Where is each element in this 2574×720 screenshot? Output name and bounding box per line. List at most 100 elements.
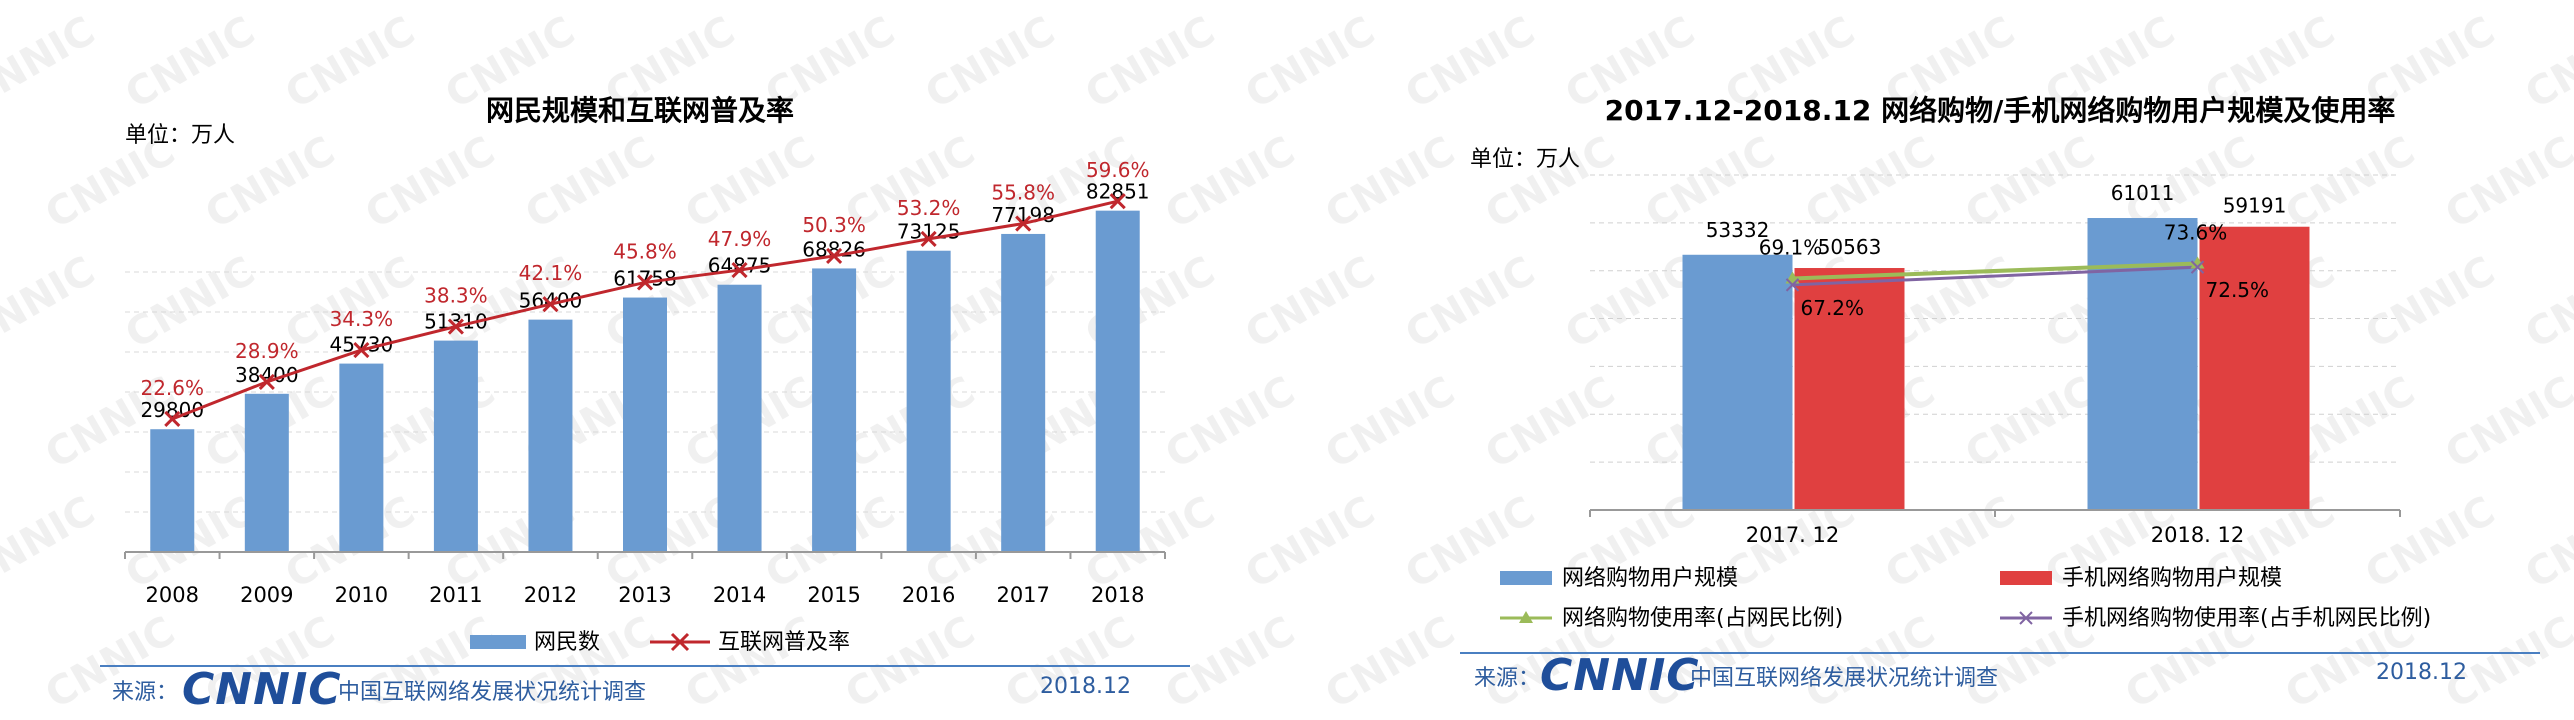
shopping-usage-line <box>1792 261 2198 281</box>
left-gridlines <box>125 271 1165 513</box>
watermark-logo: CNNIC <box>0 7 103 119</box>
left-legend-bar-swatch <box>470 635 526 649</box>
bar-netizens <box>717 284 762 552</box>
bar-mobile-shopping-users <box>1794 268 1905 510</box>
bar-netizens <box>812 268 857 552</box>
bar-value-label: 61011 <box>2111 181 2175 205</box>
watermark-logo: CNNIC <box>1237 7 1383 119</box>
bar-value-label: 59191 <box>2223 194 2287 218</box>
left-footer-rule <box>100 665 1190 667</box>
bar-netizens <box>906 250 951 552</box>
left-footer-date: 2018.12 <box>1040 674 1131 699</box>
watermark-logo: CNNIC <box>0 247 103 359</box>
internet-users-chart: 网民规模和互联网普及率 单位：万人 2980038400457305131056… <box>124 94 1166 655</box>
penetration-value-label: 42.1% <box>519 261 583 285</box>
line-value-label: 69.1% <box>1759 236 1823 260</box>
penetration-value-label: 45.8% <box>613 239 677 263</box>
x-tick-label: 2008 <box>146 583 199 607</box>
legend-swatch <box>2000 571 2052 585</box>
left-legend-bar-label: 网民数 <box>534 630 600 655</box>
right-x-axis: 2017. 12 2018. 12 <box>1589 509 2401 547</box>
bar-netizens <box>150 429 195 552</box>
legend-marker <box>2019 611 2033 625</box>
watermark-logo: CNNIC <box>0 487 103 599</box>
legend-label: 手机网络购物使用率(占手机网民比例) <box>2062 606 2431 631</box>
penetration-value-label: 34.3% <box>330 307 394 331</box>
right-footer-rule <box>1460 652 2540 654</box>
left-legend: 网民数 互联网普及率 <box>470 630 850 655</box>
line-value-label: 72.5% <box>2206 278 2270 302</box>
penetration-value-label: 59.6% <box>1086 158 1150 182</box>
right-usage-lines: 69.1% 73.6% 67.2% 72.5% <box>1759 220 2269 319</box>
mobile-shopping-usage-marker <box>1785 278 1800 292</box>
legend-swatch <box>1500 571 1552 585</box>
legend-label: 网络购物使用率(占网民比例) <box>1562 606 1843 631</box>
x-tick-label: 2010 <box>335 583 388 607</box>
watermark-logo: CNNIC <box>1237 487 1383 599</box>
legend-label: 网络购物用户规模 <box>1562 566 1738 591</box>
line-value-label: 73.6% <box>2164 220 2228 244</box>
right-source-label: 来源： <box>1474 666 1541 691</box>
x-tick-label: 2009 <box>240 583 293 607</box>
right-bars: 53332 50563 61011 59191 <box>1682 181 2310 510</box>
right-unit-label: 单位：万人 <box>1470 147 1580 172</box>
penetration-marker <box>258 373 275 390</box>
left-penetration-line: 22.6% 28.9% 34.3% 38.3% 42.1% 45.8% 47.9% 50.3%… <box>140 158 1150 428</box>
bar-netizens <box>339 363 384 552</box>
bar-netizens <box>244 393 289 552</box>
penetration-marker <box>1015 215 1032 232</box>
penetration-value-label: 50.3% <box>802 213 866 237</box>
right-survey-name: 中国互联网络发展状况统计调查 <box>1690 666 1999 691</box>
penetration-marker <box>447 318 464 335</box>
left-bars: 2980038400457305131056400617586487568826… <box>140 180 1150 553</box>
penetration-value-label: 28.9% <box>235 339 299 363</box>
penetration-marker <box>1109 193 1126 210</box>
penetration-marker <box>731 262 748 279</box>
bar-value-label: 50563 <box>1818 235 1882 259</box>
mobile-shopping-usage-line <box>1792 265 2198 287</box>
x-tick-label: 2015 <box>807 583 860 607</box>
right-chart-title: 2017.12-2018.12 网络购物/手机网络购物用户规模及使用率 <box>1605 94 2396 127</box>
mobile-shopping-usage-marker <box>2190 260 2205 274</box>
x-tick-label: 2016 <box>902 583 955 607</box>
left-legend-line-label: 互联网普及率 <box>718 630 850 655</box>
penetration-marker <box>353 342 370 359</box>
x-tick-label: 2012 <box>524 583 577 607</box>
penetration-marker <box>164 410 181 428</box>
bar-shopping-users <box>1682 254 1793 510</box>
bar-mobile-shopping-users <box>2199 226 2310 510</box>
bar-netizens <box>433 340 478 552</box>
penetration-value-label: 38.3% <box>424 284 488 308</box>
bar-netizens <box>1095 210 1140 553</box>
legend-marker <box>1519 611 1533 623</box>
line-value-label: 67.2% <box>1801 296 1865 320</box>
left-chart-title: 网民规模和互联网普及率 <box>486 94 794 127</box>
penetration-marker <box>826 247 843 265</box>
left-x-axis: 2008 2009 2010 2011 2012 2013 2014 2015 2016 2017… <box>124 551 1166 607</box>
x-tick-label: 2018 <box>1091 583 1144 607</box>
penetration-marker <box>542 296 559 313</box>
x-tick-label: 2014 <box>713 583 766 607</box>
x-tick-label: 2018. 12 <box>2151 523 2245 547</box>
online-shopping-chart: 2017.12-2018.12 网络购物/手机网络购物用户规模及使用率 单位：万… <box>1470 94 2431 631</box>
penetration-value-label: 53.2% <box>897 196 961 220</box>
bar-value-label: 53332 <box>1706 218 1770 242</box>
bar-netizens <box>623 297 667 552</box>
left-legend-x-marker <box>670 632 690 652</box>
right-footer-date: 2018.12 <box>2376 660 2467 685</box>
x-tick-label: 2017 <box>996 583 1049 607</box>
bar-netizens <box>1001 233 1046 552</box>
left-survey-name: 中国互联网络发展状况统计调查 <box>338 680 647 705</box>
penetration-value-label: 55.8% <box>991 181 1055 205</box>
legend-label: 手机网络购物用户规模 <box>2062 566 2282 591</box>
penetration-value-label: 47.9% <box>708 227 772 251</box>
left-cnnic-logo: CNNIC <box>182 664 342 715</box>
bar-netizens <box>528 319 573 552</box>
penetration-marker <box>636 274 654 291</box>
x-tick-label: 2017. 12 <box>1746 523 1840 547</box>
penetration-value-label: 22.6% <box>140 376 204 400</box>
x-tick-label: 2011 <box>429 583 482 607</box>
penetration-marker <box>920 230 937 247</box>
bar-shopping-users <box>2087 218 2198 510</box>
